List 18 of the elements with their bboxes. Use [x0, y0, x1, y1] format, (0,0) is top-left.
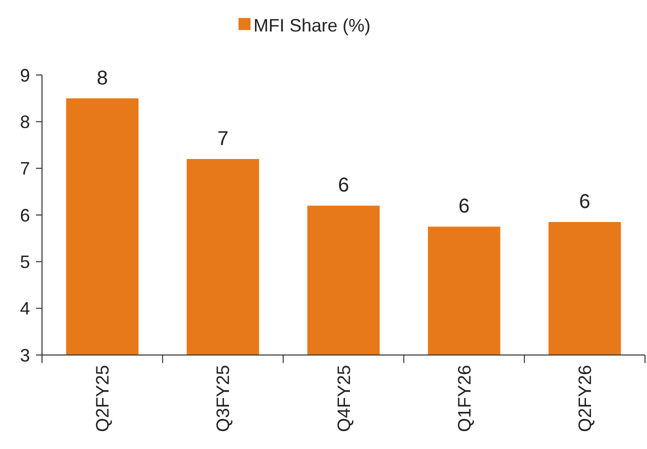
- y-tick-label: 4: [20, 298, 30, 319]
- data-label: 6: [338, 174, 350, 197]
- data-label: 6: [458, 196, 470, 218]
- data-label: 8: [96, 67, 108, 90]
- y-tick-label: 9: [20, 65, 30, 86]
- y-tick-label: 5: [20, 252, 30, 272]
- data-label: 6: [579, 191, 590, 213]
- legend-label: MFI Share (%): [254, 15, 371, 36]
- y-tick-label: 6: [20, 205, 30, 226]
- x-tick-label: Q1FY26: [454, 365, 474, 432]
- y-tick-label: 7: [20, 158, 30, 179]
- x-tick-label: Q2FY26: [575, 365, 595, 432]
- y-tick-label: 8: [20, 112, 30, 132]
- x-tick-label: Q4FY25: [334, 365, 354, 432]
- y-tick-label: 3: [20, 345, 30, 366]
- data-label: 7: [217, 128, 228, 150]
- x-tick-label: Q3FY25: [213, 365, 234, 432]
- x-tick-label: Q2FY25: [92, 365, 113, 432]
